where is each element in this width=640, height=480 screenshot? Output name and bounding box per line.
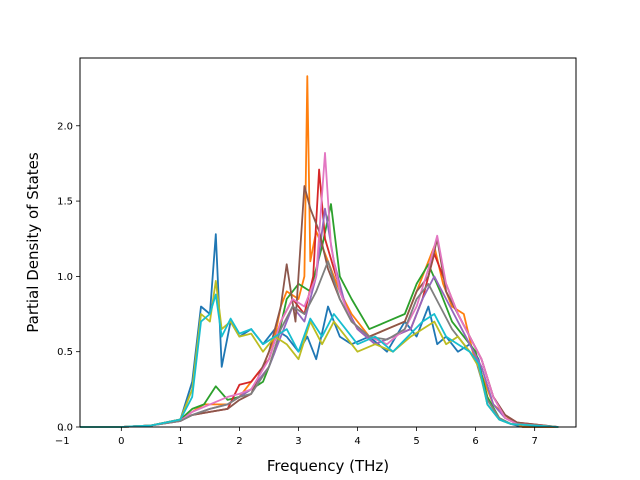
x-tick-label: 5 xyxy=(413,436,419,447)
y-axis: 0.0 0.5 1.0 1.5 2.0 xyxy=(57,121,80,434)
y-tick-label: 0.5 xyxy=(57,347,73,358)
y-tick-label: 0.0 xyxy=(57,423,73,434)
series-line-9 xyxy=(80,279,559,428)
x-tick-label: −1 xyxy=(55,436,70,447)
y-tick-label: 2.0 xyxy=(57,121,73,132)
x-axis: −1 0 1 2 3 4 5 6 7 xyxy=(55,427,538,447)
series-layer xyxy=(80,75,559,428)
y-tick-label: 1.5 xyxy=(57,197,73,208)
series-line-10 xyxy=(80,293,559,428)
x-tick-label: 2 xyxy=(236,436,242,447)
y-axis-label: Partial Density of States xyxy=(24,152,42,333)
series-line-3 xyxy=(80,203,559,428)
x-tick-label: 6 xyxy=(472,436,478,447)
x-tick-label: 7 xyxy=(531,436,537,447)
plot-frame xyxy=(79,57,577,428)
y-tick-label: 1.0 xyxy=(57,272,73,283)
x-tick-label: 4 xyxy=(354,436,360,447)
x-tick-label: 1 xyxy=(177,436,183,447)
x-axis-label: Frequency (THz) xyxy=(267,457,389,475)
x-tick-label: 0 xyxy=(118,436,124,447)
x-tick-label: 3 xyxy=(295,436,301,447)
series-line-7 xyxy=(80,151,559,428)
